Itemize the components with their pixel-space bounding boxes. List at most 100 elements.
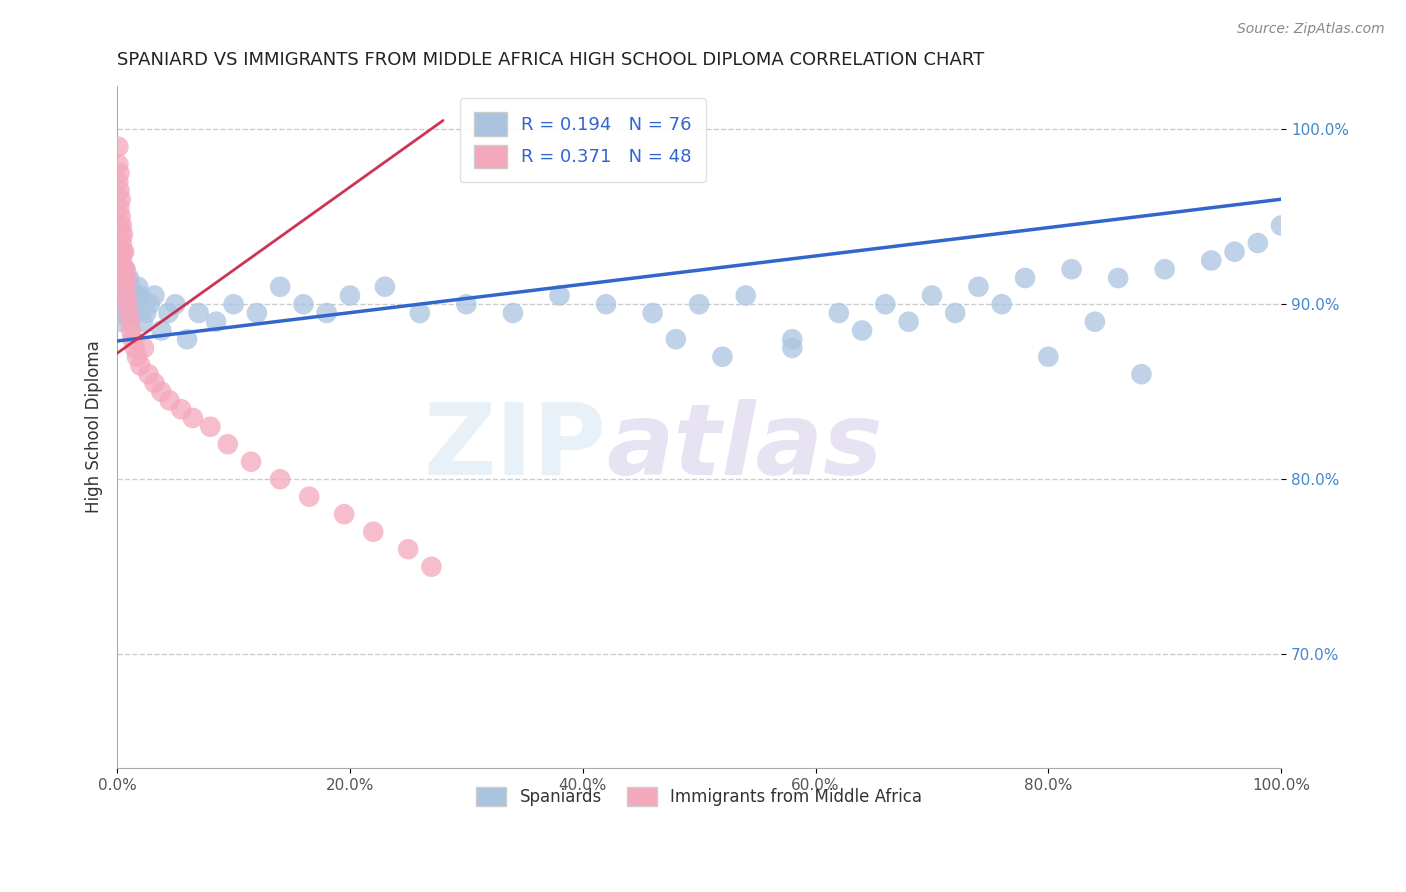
Point [108,201,131,215]
Point [108,166,131,180]
Point [108,262,131,277]
Point [1130,368,1153,382]
Point [112,279,135,293]
Point [110,244,132,259]
Point [333,507,356,521]
Point [217,437,239,451]
Point [921,288,943,302]
Point [1107,271,1129,285]
Point [688,297,710,311]
Point [115,271,138,285]
Text: atlas: atlas [606,399,883,496]
Point [117,297,139,311]
Point [165,297,187,311]
Text: Source: ZipAtlas.com: Source: ZipAtlas.com [1237,22,1385,37]
Point [139,297,162,311]
Point [112,279,135,293]
Point [246,306,269,320]
Point [269,279,291,293]
Point [315,306,337,320]
Point [943,306,966,320]
Point [111,227,134,242]
Point [118,306,141,320]
Point [157,306,180,320]
Point [110,227,132,242]
Point [118,271,141,285]
Point [120,279,142,293]
Point [200,419,222,434]
Point [125,288,148,302]
Point [595,297,617,311]
Point [127,279,149,293]
Point [143,376,166,390]
Point [112,297,135,311]
Point [897,315,920,329]
Point [150,384,173,399]
Point [170,402,193,417]
Point [115,279,138,293]
Point [111,262,134,277]
Point [111,219,134,233]
Point [176,332,198,346]
Point [111,288,134,302]
Point [641,306,664,320]
Point [132,341,155,355]
Text: SPANIARD VS IMMIGRANTS FROM MIDDLE AFRICA HIGH SCHOOL DIPLOMA CORRELATION CHART: SPANIARD VS IMMIGRANTS FROM MIDDLE AFRIC… [117,51,984,69]
Point [420,559,443,574]
Point [112,262,135,277]
Point [110,288,132,302]
Point [828,306,851,320]
Point [181,411,204,425]
Point [111,306,134,320]
Point [111,297,134,311]
Point [129,359,152,373]
Point [112,244,135,259]
Point [665,332,688,346]
Point [1153,262,1175,277]
Point [114,288,136,302]
Point [115,306,138,320]
Point [1014,271,1036,285]
Point [122,306,145,320]
Point [108,279,131,293]
Point [107,297,129,311]
Point [780,332,803,346]
Legend: Spaniards, Immigrants from Middle Africa: Spaniards, Immigrants from Middle Africa [468,779,931,814]
Point [111,315,134,329]
Point [107,175,129,189]
Point [114,262,136,277]
Point [124,341,146,355]
Point [1270,219,1292,233]
Point [138,368,160,382]
Point [780,341,803,355]
Y-axis label: High School Diploma: High School Diploma [86,341,103,513]
Point [339,288,361,302]
Point [115,288,138,302]
Point [111,244,134,259]
Point [1084,315,1107,329]
Point [967,279,990,293]
Point [222,297,245,311]
Point [110,271,132,285]
Point [990,297,1012,311]
Point [396,542,419,557]
Point [456,297,478,311]
Point [1060,262,1083,277]
Point [187,306,209,320]
Point [298,490,321,504]
Point [548,288,571,302]
Point [409,306,432,320]
Point [132,315,155,329]
Point [121,297,143,311]
Point [114,262,136,277]
Point [129,288,152,302]
Point [135,306,157,320]
Point [117,297,139,311]
Point [107,157,129,171]
Point [110,306,132,320]
Point [502,306,524,320]
Point [159,393,181,408]
Point [108,184,131,198]
Point [1038,350,1060,364]
Point [851,324,873,338]
